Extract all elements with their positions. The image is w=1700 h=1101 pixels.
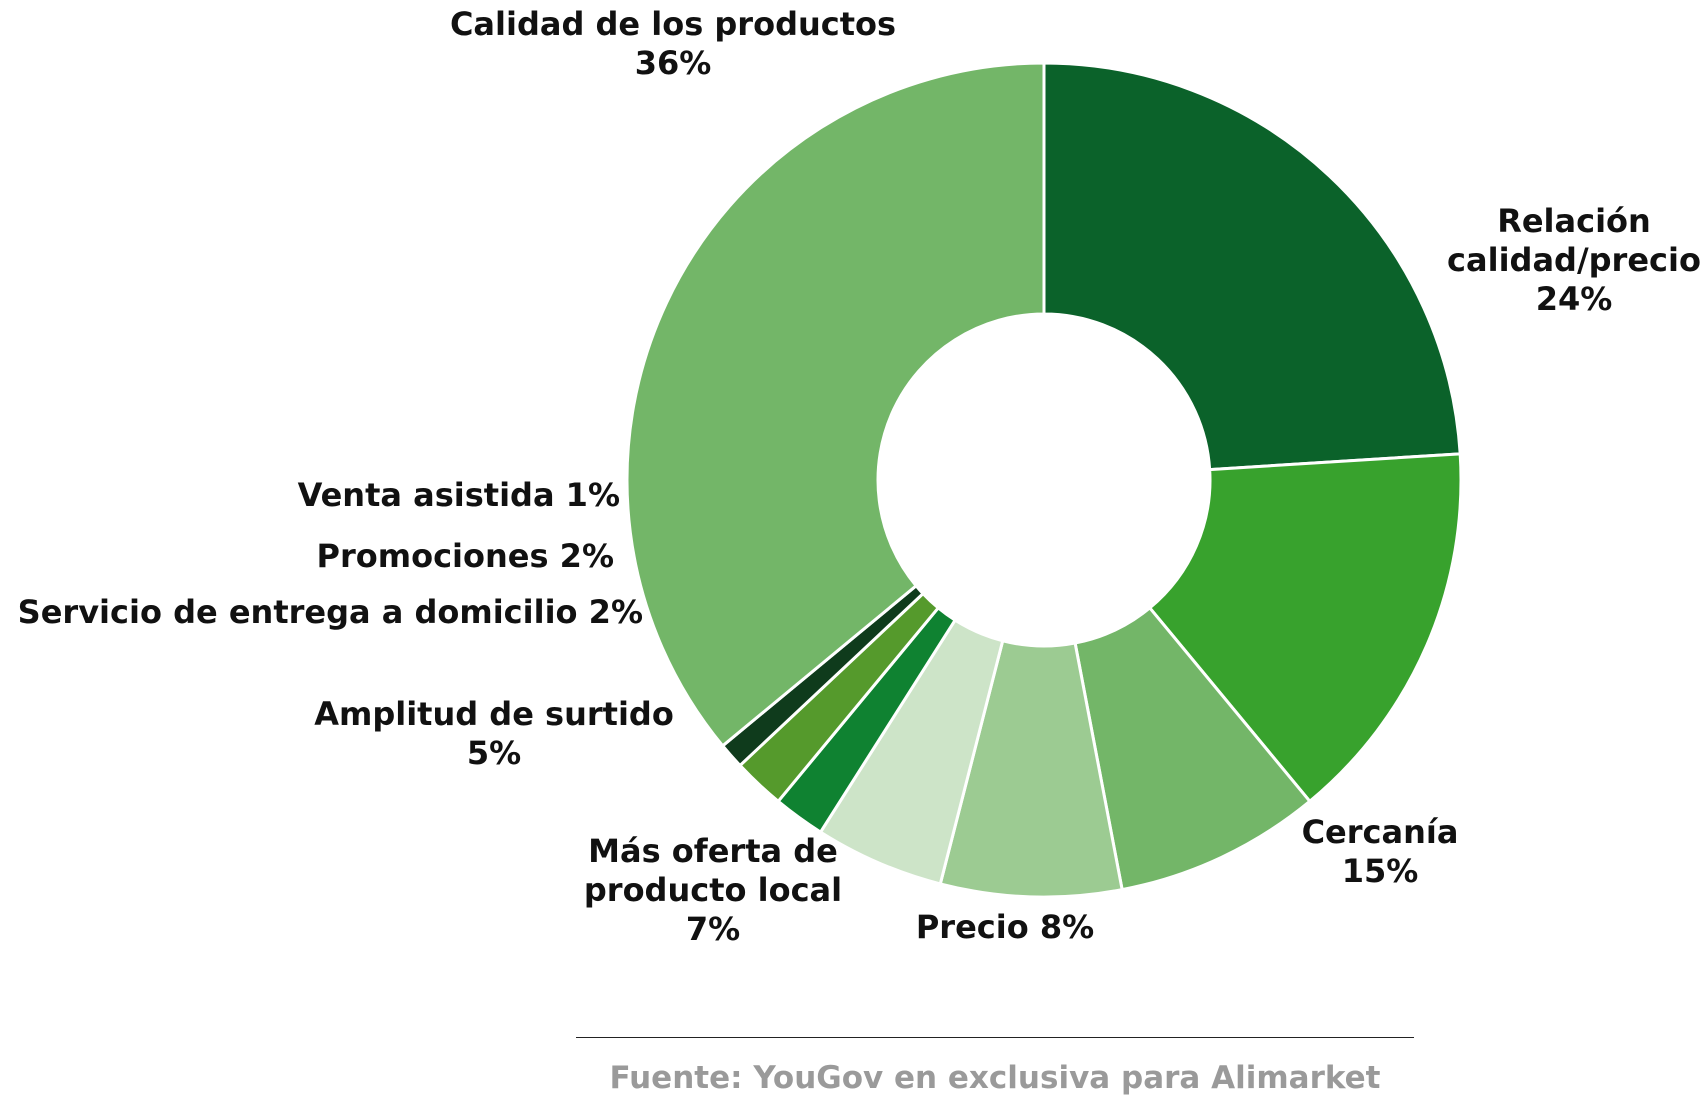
label-mas-oferta-de: Más oferta de producto local 7% (584, 832, 842, 948)
donut-slices (625, 61, 1463, 899)
label-promociones-2: Promociones 2% (317, 537, 614, 575)
slice-precio-8 (1073, 606, 1312, 892)
slice-cercania (1148, 452, 1463, 803)
label-venta-asistida-1: Venta asistida 1% (298, 476, 620, 514)
slice-labels: Relación calidad/precio 24% Cercanía 15% Prec… (18, 5, 1700, 948)
slice-relacion (1042, 61, 1462, 472)
label-cercania: Cercanía 15% (1302, 813, 1459, 890)
label-precio-8: Precio 8% (916, 908, 1094, 946)
label-calidad-de-los-productos: Calidad de los productos 36% (450, 5, 896, 82)
source-divider (576, 1037, 1414, 1038)
source-note: Fuente: YouGov en exclusiva para Alimark… (609, 1060, 1381, 1096)
slice-calidad-de-los-productos (625, 61, 1046, 748)
label-servicio-de-entrega-a-domicilio-2: Servicio de entrega a domicilio 2% (18, 593, 643, 631)
label-relacion: Relación calidad/precio 24% (1447, 202, 1700, 318)
label-amplitud-de-surtido: Amplitud de surtido 5% (314, 695, 674, 772)
